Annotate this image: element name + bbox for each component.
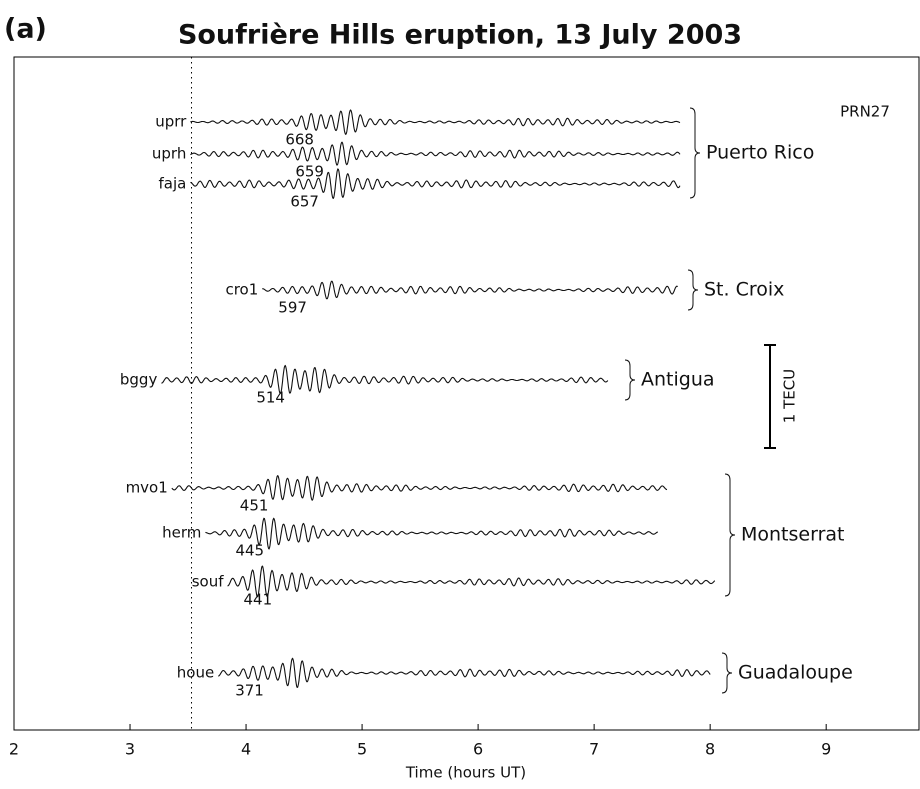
- station-label: houe: [177, 664, 214, 682]
- chart-title: Soufrière Hills eruption, 13 July 2003: [178, 20, 742, 51]
- station-label: uprh: [152, 145, 186, 163]
- waveform: [190, 141, 681, 166]
- waveform: [227, 565, 716, 598]
- waveform: [161, 364, 609, 395]
- x-tick-label: 2: [9, 740, 19, 759]
- x-tick-label: 3: [125, 740, 135, 759]
- station-label: herm: [162, 524, 201, 542]
- group-brace: [721, 652, 733, 694]
- panel-label: (a): [4, 14, 47, 45]
- waveform: [190, 168, 681, 200]
- distance-label: 445: [235, 542, 264, 560]
- group-brace: [724, 473, 736, 597]
- group-label: Guadaloupe: [738, 662, 853, 684]
- distance-label: 659: [295, 163, 324, 181]
- distance-label: 597: [278, 299, 307, 317]
- station-label: bggy: [120, 371, 158, 389]
- group-label: Montserrat: [741, 524, 844, 546]
- group-label: Puerto Rico: [706, 142, 814, 164]
- x-tick-label: 8: [705, 740, 715, 759]
- waveform: [262, 280, 678, 300]
- distance-label: 657: [290, 193, 319, 211]
- group-brace: [624, 359, 636, 401]
- distance-label: 514: [256, 389, 285, 407]
- waveform: [190, 109, 681, 136]
- distance-label: 441: [243, 591, 272, 609]
- x-axis-label: Time (hours UT): [405, 764, 526, 782]
- scale-label: 1 TECU: [781, 369, 799, 423]
- distance-label: 451: [240, 497, 269, 515]
- waveform: [218, 657, 711, 688]
- group-label: St. Croix: [704, 279, 784, 301]
- x-tick-label: 6: [473, 740, 483, 759]
- x-tick-label: 7: [589, 740, 599, 759]
- annotation: PRN27: [840, 103, 890, 121]
- scale-bar: [764, 344, 776, 449]
- waveform: [171, 474, 668, 501]
- distance-label: 668: [285, 131, 314, 149]
- plot-frame: [13, 56, 920, 731]
- waveform: [205, 517, 659, 550]
- group-label: Antigua: [641, 369, 715, 391]
- group-brace: [689, 107, 701, 199]
- station-label: souf: [192, 573, 224, 591]
- station-label: mvo1: [126, 479, 168, 497]
- group-brace: [687, 269, 699, 311]
- x-tick-label: 5: [357, 740, 367, 759]
- x-tick-label: 4: [241, 740, 251, 759]
- station-label: uprr: [155, 113, 187, 131]
- station-label: cro1: [225, 281, 258, 299]
- distance-label: 371: [235, 682, 264, 700]
- x-tick-label: 9: [821, 740, 831, 759]
- station-label: faja: [159, 175, 187, 193]
